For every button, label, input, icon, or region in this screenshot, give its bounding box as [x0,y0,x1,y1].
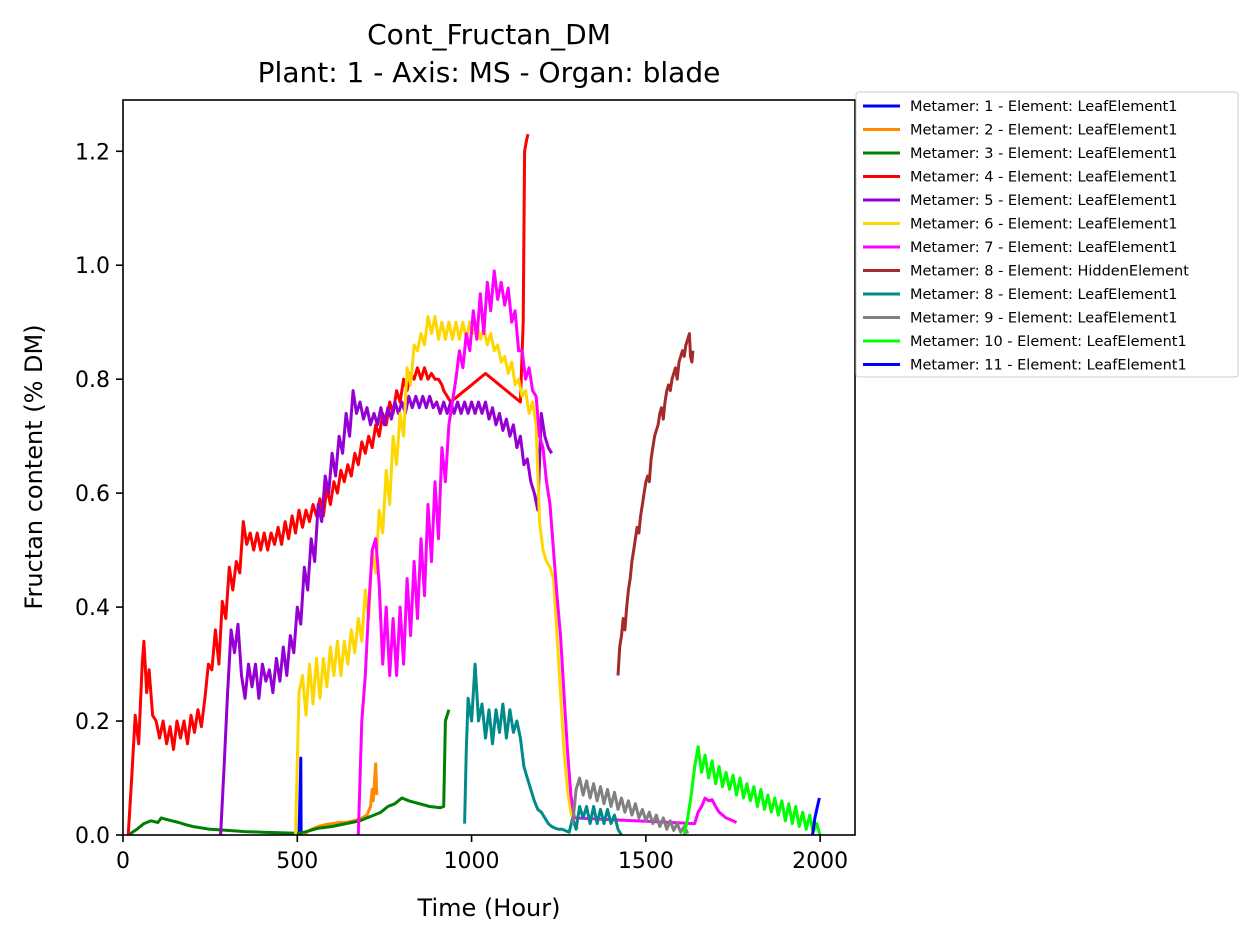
series-line-6 [294,315,580,836]
legend-entry: Metamer: 10 - Element: LeafElement1 [910,334,1187,350]
series-line-12 [811,797,821,836]
series-line-1 [297,756,303,836]
y-tick-label: 0.0 [75,824,110,849]
x-tick-label: 0 [116,849,130,874]
x-axis-label: Time (Hour) [417,894,561,922]
legend-box [855,91,1239,378]
y-tick-label: 1.2 [75,140,110,165]
series-line-11 [682,745,822,836]
x-tick-label: 500 [276,849,318,874]
legend-entry: Metamer: 11 - Element: LeafElement1 [910,358,1187,374]
legend-entry: Metamer: 2 - Element: LeafElement1 [910,123,1177,139]
series-line-8 [616,332,695,676]
legend-entry: Metamer: 6 - Element: LeafElement1 [910,217,1177,233]
legend-entry: Metamer: 1 - Element: LeafElement1 [910,99,1177,115]
legend: Metamer: 1 - Element: LeafElement1 Metame… [855,91,1239,378]
legend-entry: Metamer: 9 - Element: LeafElement1 [910,311,1177,327]
series-line-10 [571,776,690,834]
x-tick-label: 1500 [618,849,674,874]
x-tick-label: 1000 [444,849,500,874]
y-tick-label: 0.6 [75,482,110,507]
y-tick-label: 0.4 [75,596,110,621]
legend-entry: Metamer: 4 - Element: LeafElement1 [910,170,1177,186]
series-line-4 [126,133,530,836]
legend-entry: Metamer: 8 - Element: HiddenElement [910,264,1189,280]
legend-entry: Metamer: 3 - Element: LeafElement1 [910,146,1177,162]
x-axis: 0 500 1000 1500 2000 [116,835,848,874]
y-axis-label: Fructan content (% DM) [20,324,48,609]
series-line-7 [356,269,738,836]
legend-entry: Metamer: 8 - Element: LeafElement1 [910,287,1177,303]
plot-area [126,133,822,836]
legend-entry: Metamer: 5 - Element: LeafElement1 [910,193,1177,209]
chart-subtitle: Plant: 1 - Axis: MS - Organ: blade [258,56,721,89]
series-line-5 [219,389,553,836]
x-tick-label: 2000 [792,849,848,874]
axes-frame [122,99,856,836]
y-tick-label: 0.2 [75,710,110,735]
y-axis: 0.0 0.2 0.4 0.6 0.8 1.0 1.2 [75,140,123,849]
series-line-3 [129,709,451,836]
chart-title: Cont_Fructan_DM [367,18,611,51]
series-line-2 [303,762,379,836]
y-tick-label: 0.8 [75,368,110,393]
series-line-9 [463,662,623,836]
legend-entry: Metamer: 7 - Element: LeafElement1 [910,240,1177,256]
y-tick-label: 1.0 [75,254,110,279]
